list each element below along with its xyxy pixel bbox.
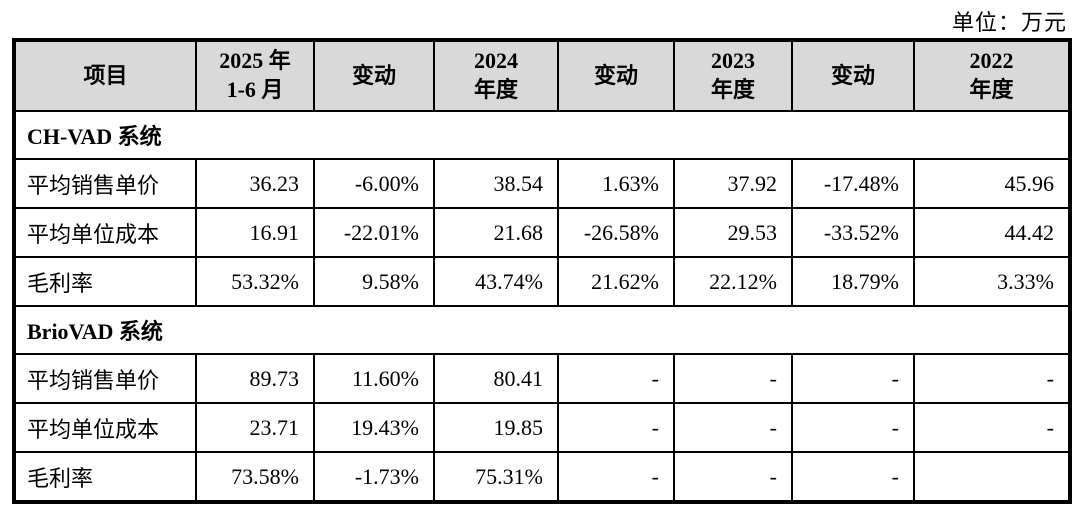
row-label: 平均单位成本 (13, 207, 197, 258)
cell-value: 75.31% (433, 451, 559, 503)
cell-value: -17.48% (791, 158, 915, 209)
column-header-change-3: 变动 (791, 39, 915, 112)
cell-value: 73.58% (195, 451, 315, 503)
column-header-item: 项目 (13, 39, 197, 112)
cell-value: 22.12% (673, 256, 793, 307)
section-title: BrioVAD 系统 (13, 305, 1071, 355)
cell-value: - (913, 353, 1071, 404)
cell-value: - (791, 402, 915, 453)
column-header-2025h1: 2025 年 1-6 月 (195, 39, 315, 112)
cell-value: 44.42 (913, 207, 1071, 258)
cell-value: - (673, 353, 793, 404)
table-row: 平均单位成本 16.91 -22.01% 21.68 -26.58% 29.53… (13, 207, 1071, 258)
cell-value: -1.73% (313, 451, 435, 503)
row-label: 毛利率 (13, 451, 197, 503)
cell-value: 53.32% (195, 256, 315, 307)
section-row-briovad: BrioVAD 系统 (13, 305, 1071, 355)
cell-value: 19.43% (313, 402, 435, 453)
cell-value: - (913, 402, 1071, 453)
cell-value: 37.92 (673, 158, 793, 209)
cell-value: 38.54 (433, 158, 559, 209)
cell-value: - (673, 402, 793, 453)
table-header-row: 项目 2025 年 1-6 月 变动 2024 年度 变动 2023 年度 变动… (13, 39, 1071, 112)
column-header-2024: 2024 年度 (433, 39, 559, 112)
cell-value: 45.96 (913, 158, 1071, 209)
table-row: 毛利率 53.32% 9.58% 43.74% 21.62% 22.12% 18… (13, 256, 1071, 307)
cell-value: -22.01% (313, 207, 435, 258)
column-header-2023: 2023 年度 (673, 39, 793, 112)
cell-value: - (557, 353, 675, 404)
cell-value: - (791, 451, 915, 503)
cell-value: 16.91 (195, 207, 315, 258)
table-row: 平均销售单价 36.23 -6.00% 38.54 1.63% 37.92 -1… (13, 158, 1071, 209)
table-row: 平均单位成本 23.71 19.43% 19.85 - - - - (13, 402, 1071, 453)
table-row: 毛利率 73.58% -1.73% 75.31% - - - (13, 451, 1071, 503)
unit-label: 单位：万元 (951, 10, 1067, 35)
cell-value: -33.52% (791, 207, 915, 258)
cell-value: - (791, 353, 915, 404)
cell-value: - (673, 451, 793, 503)
cell-value: 43.74% (433, 256, 559, 307)
cell-value: - (557, 451, 675, 503)
cell-value (913, 451, 1071, 503)
cell-value: 19.85 (433, 402, 559, 453)
cell-value: 21.62% (557, 256, 675, 307)
cell-value: 29.53 (673, 207, 793, 258)
cell-value: 1.63% (557, 158, 675, 209)
cell-value: 3.33% (913, 256, 1071, 307)
cell-value: 21.68 (433, 207, 559, 258)
cell-value: 23.71 (195, 402, 315, 453)
column-header-change-2: 变动 (557, 39, 675, 112)
column-header-2022: 2022 年度 (913, 39, 1071, 112)
section-row-chvad: CH-VAD 系统 (13, 110, 1071, 160)
cell-value: - (557, 402, 675, 453)
column-header-change-1: 变动 (313, 39, 435, 112)
cell-value: 80.41 (433, 353, 559, 404)
cell-value: 36.23 (195, 158, 315, 209)
table-row: 平均销售单价 89.73 11.60% 80.41 - - - - (13, 353, 1071, 404)
cell-value: 18.79% (791, 256, 915, 307)
row-label: 平均销售单价 (13, 353, 197, 404)
row-label: 平均单位成本 (13, 402, 197, 453)
cell-value: 9.58% (313, 256, 435, 307)
row-label: 毛利率 (13, 256, 197, 307)
section-title: CH-VAD 系统 (13, 110, 1071, 160)
row-label: 平均销售单价 (13, 158, 197, 209)
cell-value: 11.60% (313, 353, 435, 404)
gross-margin-table: 项目 2025 年 1-6 月 变动 2024 年度 变动 2023 年度 变动… (12, 38, 1072, 504)
cell-value: -26.58% (557, 207, 675, 258)
cell-value: -6.00% (313, 158, 435, 209)
cell-value: 89.73 (195, 353, 315, 404)
